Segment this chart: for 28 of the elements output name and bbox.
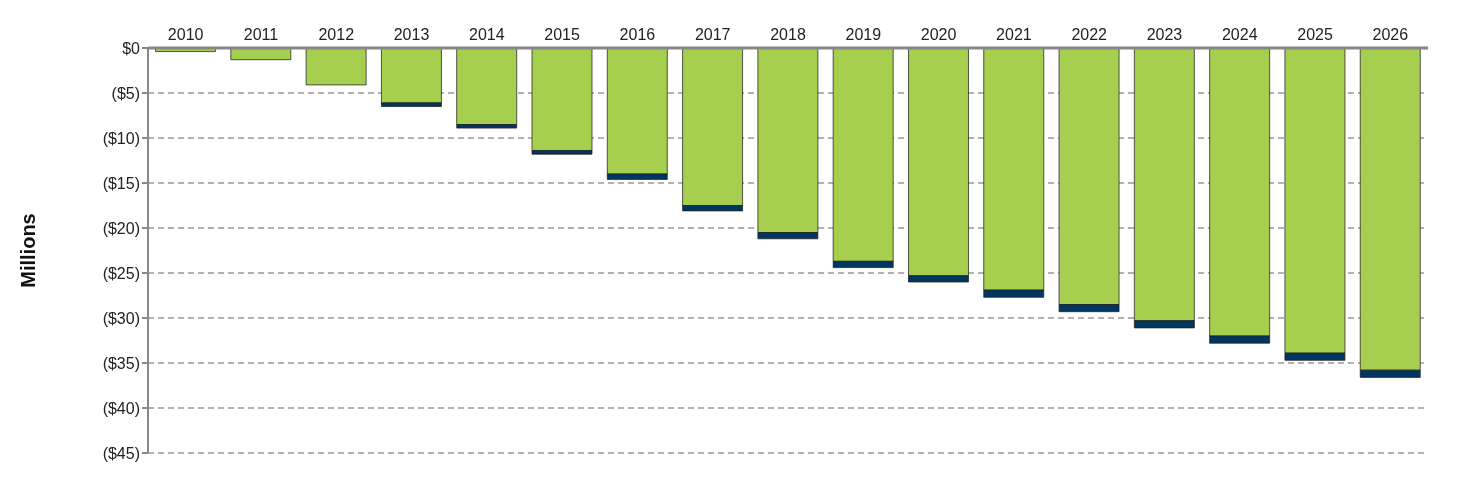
y-tick-label: ($35) [102, 354, 140, 372]
y-axis-title: Millions [17, 213, 40, 288]
x-tick-label: 2026 [1372, 26, 1409, 43]
y-tick-label: ($20) [102, 219, 140, 237]
y-tick-label: $0 [122, 39, 141, 57]
x-tick-label: 2025 [1297, 26, 1333, 43]
x-tick-label: 2011 [243, 26, 279, 43]
y-tick-label: ($30) [102, 309, 140, 327]
y-tick-label: ($15) [102, 174, 140, 192]
x-tick-label: 2017 [694, 26, 731, 43]
x-tick-label: 2020 [920, 26, 957, 43]
x-tick-label: 2016 [619, 26, 656, 43]
y-tick-label: ($5) [111, 84, 140, 102]
x-tick-label: 2019 [845, 26, 882, 43]
y-tick-label: ($10) [102, 129, 140, 147]
x-tick-label: 2012 [318, 26, 355, 43]
y-tick-label: ($40) [102, 399, 140, 417]
x-tick-label: 2022 [1071, 26, 1108, 43]
x-tick-label: 2021 [996, 26, 1032, 43]
x-tick-label: 2010 [167, 26, 204, 43]
y-tick-label: ($25) [102, 264, 140, 282]
x-tick-label: 2015 [544, 26, 581, 43]
x-tick-label: 2014 [469, 26, 505, 43]
x-tick-label: 2024 [1221, 26, 1258, 43]
x-tick-label: 2013 [393, 26, 430, 43]
x-tick-label: 2023 [1146, 26, 1183, 43]
y-tick-label: ($45) [102, 444, 140, 462]
x-tick-label: 2018 [770, 26, 806, 43]
